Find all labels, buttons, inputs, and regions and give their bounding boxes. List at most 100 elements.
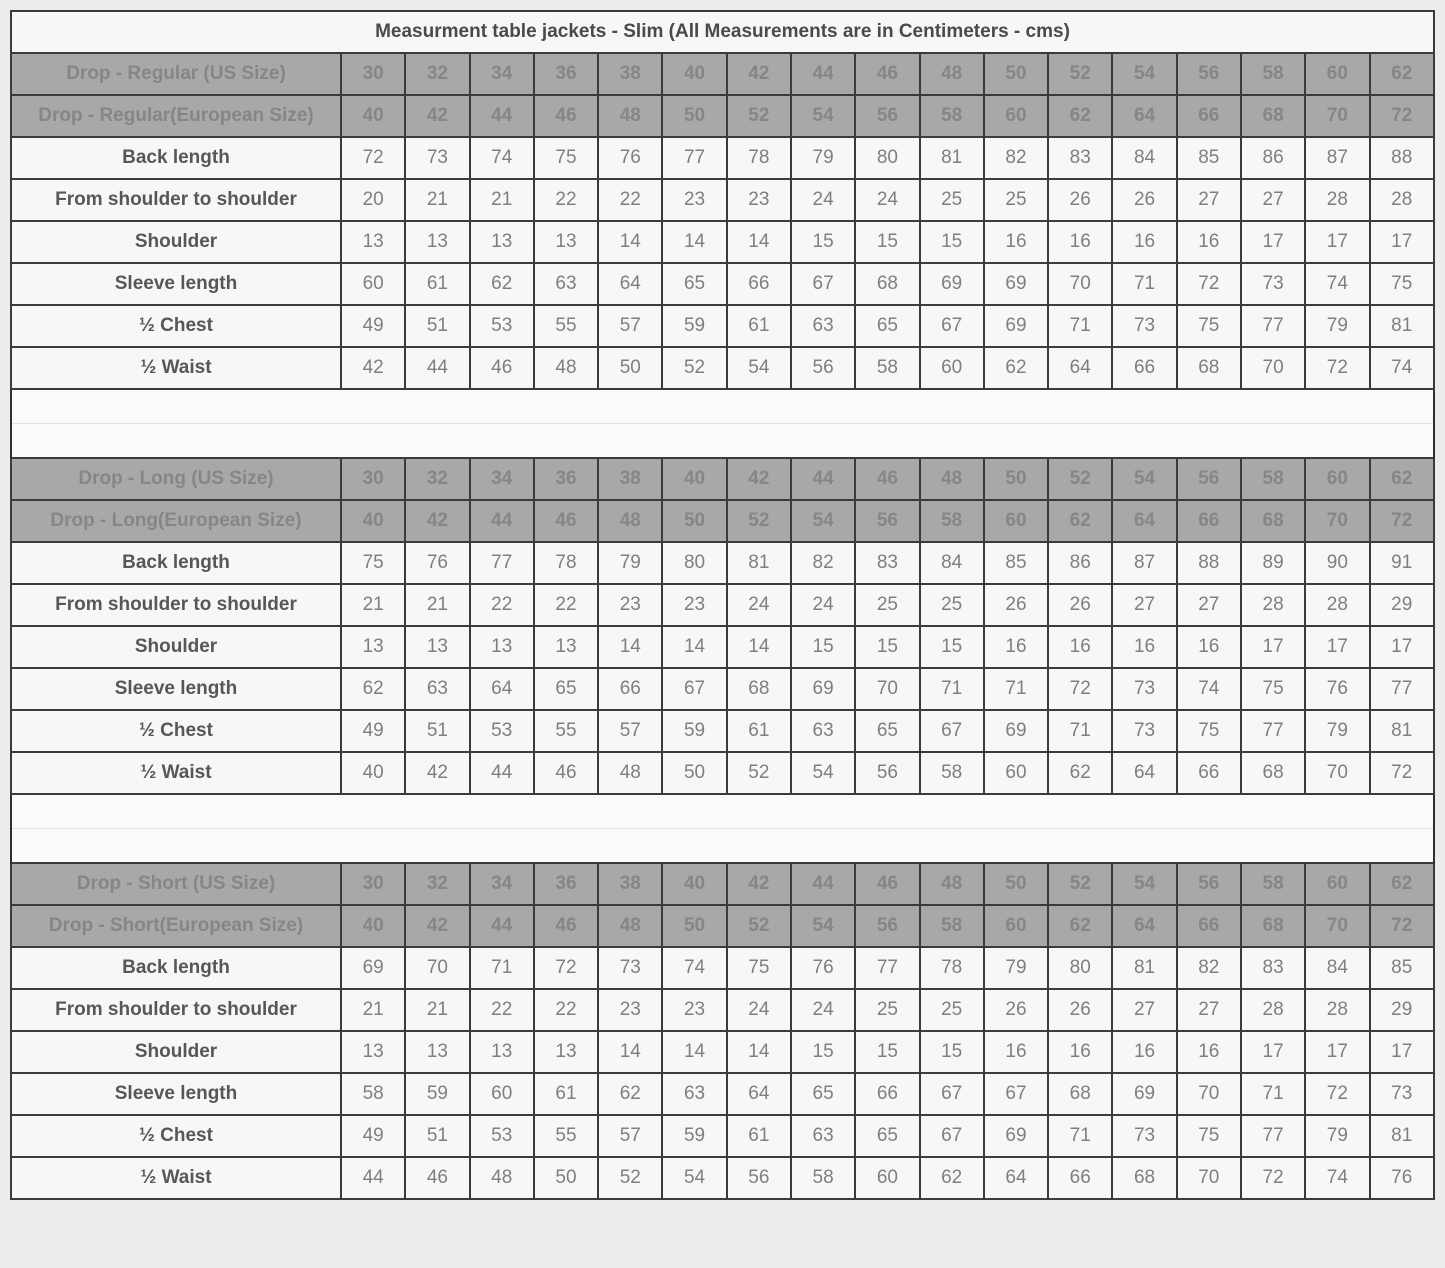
value-cell: 22 [468,988,535,1032]
value-cell: 69 [789,667,857,711]
size-cell: 36 [532,862,600,906]
measurement-row: Sleeve length 60 61 62 63 64 65 66 67 68 69 69 70 71 7… [10,262,1435,306]
value-cell: 13 [339,625,407,669]
size-cell: 68 [1239,499,1307,543]
spacer-cell [10,389,1435,424]
value-cell: 66 [1111,346,1178,390]
value-cell: 72 [1239,1156,1307,1200]
value-cell: 62 [468,262,535,306]
size-cell: 70 [1304,499,1371,543]
value-cell: 44 [339,1156,407,1200]
value-cell: 89 [1239,541,1307,585]
size-cell: 58 [918,904,985,948]
value-cell: 16 [1047,1030,1114,1074]
value-cell: 75 [1239,667,1307,711]
value-cell: 22 [532,583,600,627]
value-cell: 75 [1175,1114,1242,1158]
value-cell: 15 [854,625,921,669]
size-cell: 48 [597,94,664,138]
value-cell: 15 [789,220,857,264]
value-cell: 72 [532,946,600,990]
value-cell: 28 [1239,988,1307,1032]
size-cell: 52 [725,94,792,138]
row-label: ½ Chest [10,709,342,753]
size-cell: 42 [725,52,792,96]
value-cell: 62 [982,346,1050,390]
value-cell: 54 [661,1156,728,1200]
value-cell: 16 [1111,1030,1178,1074]
value-cell: 49 [339,709,407,753]
value-cell: 40 [339,751,407,795]
size-cell: 30 [339,457,407,501]
value-cell: 60 [854,1156,921,1200]
size-cell: 50 [982,457,1050,501]
value-cell: 60 [468,1072,535,1116]
size-cell: 30 [339,862,407,906]
size-cell: 56 [1175,52,1242,96]
value-cell: 62 [597,1072,664,1116]
size-cell: 68 [1239,94,1307,138]
value-cell: 69 [982,304,1050,348]
value-cell: 71 [1111,262,1178,306]
value-cell: 75 [1175,304,1242,348]
value-cell: 54 [789,751,857,795]
value-cell: 14 [661,1030,728,1074]
size-cell: 62 [1047,94,1114,138]
value-cell: 79 [1304,1114,1371,1158]
value-cell: 79 [982,946,1050,990]
measurement-row: From shoulder to shoulder 21 21 22 22 23 23 24 2… [10,583,1435,627]
value-cell: 77 [1239,304,1307,348]
value-cell: 63 [532,262,600,306]
size-cell: 66 [1175,94,1242,138]
value-cell: 71 [1047,1114,1114,1158]
size-cell: 48 [597,499,664,543]
value-cell: 14 [597,220,664,264]
measurement-row: ½ Chest 49 51 53 55 57 59 61 63 65 67 69 71 73 75 77 79 8… [10,1114,1435,1158]
size-cell: 60 [982,94,1050,138]
value-cell: 56 [725,1156,792,1200]
value-cell: 77 [661,136,728,180]
value-cell: 16 [1111,220,1178,264]
value-cell: 70 [1239,346,1307,390]
value-cell: 46 [404,1156,471,1200]
row-label: From shoulder to shoulder [10,178,342,222]
size-row-label: Drop - Short (US Size) [10,862,342,906]
row-label: ½ Chest [10,1114,342,1158]
value-cell: 67 [918,709,985,753]
value-cell: 24 [789,178,857,222]
value-cell: 50 [532,1156,600,1200]
value-cell: 80 [661,541,728,585]
value-cell: 48 [532,346,600,390]
row-label: From shoulder to shoulder [10,988,342,1032]
size-cell: 36 [532,52,600,96]
value-cell: 82 [789,541,857,585]
value-cell: 67 [982,1072,1050,1116]
measurement-row: ½ Waist 40 42 44 46 48 50 52 54 56 58 60 62 64 66 68 70 7… [10,751,1435,795]
value-cell: 23 [661,178,728,222]
row-label: Sleeve length [10,262,342,306]
measurement-row: From shoulder to shoulder 20 21 21 22 22 23 23 2… [10,178,1435,222]
value-cell: 74 [1368,346,1435,390]
value-cell: 76 [789,946,857,990]
value-cell: 77 [1239,1114,1307,1158]
size-cell: 50 [982,862,1050,906]
size-cell: 40 [339,499,407,543]
size-cell: 52 [1047,457,1114,501]
value-cell: 44 [468,751,535,795]
size-row-label: Drop - Long(European Size) [10,499,342,543]
value-cell: 67 [918,1114,985,1158]
value-cell: 65 [789,1072,857,1116]
value-cell: 63 [789,304,857,348]
value-cell: 86 [1239,136,1307,180]
size-cell: 54 [789,94,857,138]
value-cell: 66 [1047,1156,1114,1200]
value-cell: 70 [1304,751,1371,795]
value-cell: 66 [725,262,792,306]
size-cell: 62 [1047,904,1114,948]
value-cell: 71 [982,667,1050,711]
value-cell: 14 [661,220,728,264]
value-cell: 48 [468,1156,535,1200]
value-cell: 13 [404,1030,471,1074]
measurement-row: ½ Chest 49 51 53 55 57 59 61 63 65 67 69 71 73 75 77 79 8… [10,709,1435,753]
value-cell: 28 [1239,583,1307,627]
